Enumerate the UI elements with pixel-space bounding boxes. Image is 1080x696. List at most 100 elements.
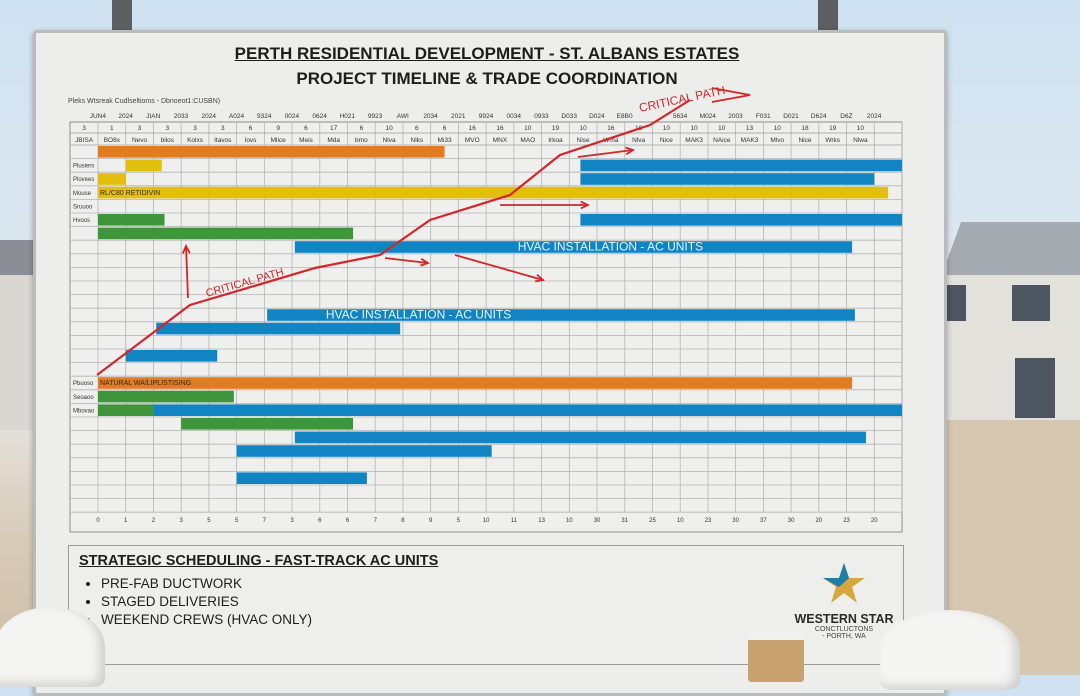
header-name-label: Mda	[327, 137, 340, 144]
gantt-bar	[236, 472, 367, 484]
header-name-label: MAK3	[741, 137, 759, 144]
axis-tick-label: 7	[263, 518, 267, 524]
axis-tick-label: 5	[235, 518, 239, 524]
axis-tick-label: 10	[483, 518, 490, 524]
logo-line: CONCTLUCTONS	[814, 626, 874, 633]
gantt-bar	[125, 159, 162, 172]
arrow-icon	[185, 245, 189, 299]
strategy-item: WEEKEND CREWS (HVAC ONLY)	[101, 612, 312, 627]
row-label: Plusiers	[73, 164, 94, 170]
axis-tick-label: 13	[538, 518, 545, 524]
header-year-label: 0034	[506, 113, 521, 120]
header-year-label: A024	[229, 113, 245, 120]
header-number-label: 18	[801, 125, 809, 132]
axis-tick-label: 2	[152, 518, 156, 524]
header-number-label: 9	[276, 125, 280, 132]
arrow-icon	[577, 149, 634, 158]
header-name-label: Meis	[299, 137, 313, 144]
header-number-label: 6	[443, 125, 447, 132]
gantt-bar-label: HVAC INSTALLATION - AC UNITS	[326, 308, 511, 322]
gantt-bar-label: RL/C80 RETIDIVIN	[100, 190, 160, 197]
axis-tick-label: 31	[621, 518, 628, 524]
gantt-bar	[98, 390, 234, 403]
header-name-label: Wrks	[825, 137, 840, 144]
hard-hat	[880, 610, 1020, 690]
gantt-chart: JUN4 2024 JIAN 2033 2024 A024 9324 0024 0624 H021…	[69, 83, 903, 533]
axis-tick-label: 9	[429, 518, 433, 524]
gantt-bar	[580, 173, 875, 185]
axis-tick-label: 5	[207, 518, 211, 524]
window-frame	[112, 0, 132, 32]
header-name-label: NAice	[713, 137, 731, 144]
header-year-label: 2024	[202, 113, 217, 120]
header-number-label: 19	[829, 125, 837, 132]
header-name-label: Irkoa	[548, 137, 563, 144]
header-number-label: 10	[385, 125, 393, 132]
header-number-label: 19	[552, 125, 560, 132]
header-name-label: Nlks	[411, 137, 424, 144]
axis-tick-label: 30	[788, 518, 795, 524]
header-year-label: D021	[783, 113, 799, 120]
header-number-label: 10	[718, 125, 726, 132]
header-year-label: JIAN	[146, 113, 160, 120]
header-number-label: 10	[857, 125, 865, 132]
row-label: Plovees	[73, 177, 94, 183]
header-name-label: MVO	[465, 137, 480, 144]
header-year-label: D6Z	[840, 113, 852, 120]
header-number-label: 16	[469, 125, 477, 132]
header-name-label: Nlwa	[853, 137, 868, 144]
header-number-label: 1	[110, 125, 114, 132]
header-year-label: E8B0	[617, 113, 633, 120]
axis-tick-label: 30	[594, 518, 601, 524]
header-number-label: 13	[746, 125, 754, 132]
header-year-label: 2033	[174, 113, 189, 120]
header-name-label: Kolxs	[187, 137, 204, 144]
axis-tick-label: 10	[566, 518, 573, 524]
gantt-bar	[580, 214, 902, 226]
window-frame	[818, 0, 838, 32]
header-year-label: F031	[756, 113, 771, 120]
hard-hat	[0, 607, 105, 687]
header-name-label: Nice	[798, 137, 811, 144]
header-number-label: 10	[524, 125, 532, 132]
header-name-label: Wma	[603, 137, 619, 144]
axis-tick-label: 6	[318, 518, 322, 524]
background-roof	[940, 222, 1080, 280]
gantt-bar	[98, 186, 889, 199]
axis-tick-label: 7	[374, 518, 378, 524]
row-label: Hvoos	[73, 218, 90, 224]
gantt-bar	[267, 309, 855, 321]
arrowhead-icon	[420, 257, 431, 267]
header-number-label: 16	[496, 125, 504, 132]
header-year-label: D624	[811, 113, 827, 120]
critical-path-label: CRITICAL PATH	[638, 83, 727, 115]
gantt-bar	[236, 445, 492, 457]
gantt-bar-label: HVAC INSTALLATION - AC UNITS	[518, 240, 703, 254]
axis-tick-label: 1	[124, 518, 128, 524]
header-name-label: Nise	[577, 137, 590, 144]
board-note: Pleks Wtsreak Cudlseltioms - Dbnoeot1:CU…	[68, 98, 221, 105]
strategy-item: STAGED DELIVERIES	[101, 594, 312, 609]
gantt-bar	[153, 404, 903, 416]
header-year-label: D024	[589, 113, 605, 120]
header-corner-label: JBISA	[75, 137, 94, 144]
strategy-title: STRATEGIC SCHEDULING - FAST-TRACK AC UNI…	[79, 553, 439, 569]
header-year-label: 2024	[867, 113, 882, 120]
strategy-list: PRE-FAB DUCTWORK STAGED DELIVERIES WEEKE…	[83, 576, 312, 630]
header-name-label: MAO	[520, 137, 535, 144]
header-year-label: 9924	[479, 113, 494, 120]
arrowhead-icon	[580, 200, 591, 210]
axis-tick-label: 3	[290, 518, 294, 524]
row-label: Sruuoo	[73, 204, 93, 210]
strategy-panel: STRATEGIC SCHEDULING - FAST-TRACK AC UNI…	[68, 545, 904, 665]
gantt-bar	[98, 214, 165, 226]
axis-tick-label: 23	[843, 518, 850, 524]
header-number-label: 10	[774, 125, 782, 132]
header-number-label: 3	[193, 125, 197, 132]
header-number-label: 10	[580, 125, 588, 132]
row-label: Pbuoso	[73, 381, 94, 387]
axis-tick-label: 11	[511, 518, 518, 524]
arrowhead-icon	[534, 274, 545, 283]
header-number-label: 3	[221, 125, 225, 132]
axis-tick-label: 20	[815, 518, 822, 524]
